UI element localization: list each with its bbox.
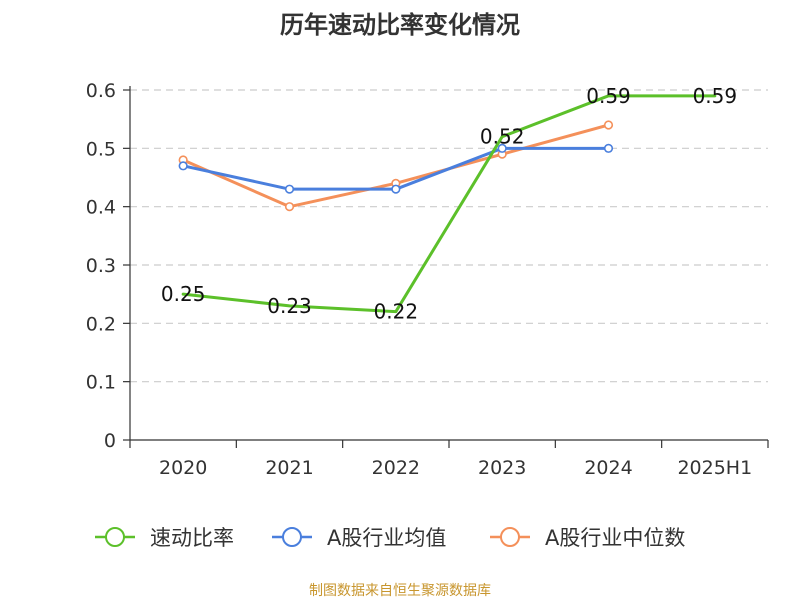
- y-tick-label: 0.4: [86, 197, 116, 219]
- data-point: [284, 202, 295, 212]
- data-point: [391, 184, 401, 194]
- series-line: [181, 94, 717, 314]
- legend-marker: [500, 527, 520, 547]
- x-tick-label: 2025H1: [677, 457, 752, 479]
- x-tick-label: 2021: [265, 457, 313, 479]
- chart-title: 历年速动比率变化情况: [280, 11, 520, 39]
- legend-label: A股行业中位数: [545, 526, 685, 550]
- y-tick-label: 0.5: [86, 138, 116, 160]
- data-label: 0.25: [161, 282, 206, 306]
- y-tick-label: 0: [104, 430, 116, 452]
- data-point: [603, 143, 614, 153]
- x-tick-label: 2023: [478, 457, 526, 479]
- data-point: [178, 161, 188, 171]
- data-point: [603, 120, 614, 130]
- data-label: 0.23: [267, 294, 312, 318]
- data-point: [284, 184, 295, 194]
- data-point: [497, 143, 507, 153]
- x-tick-label: 2020: [159, 457, 207, 479]
- data-label: 0.59: [586, 84, 631, 108]
- grid: [130, 89, 768, 383]
- legend: 速动比率 A股行业均值 A股行业中位数: [95, 526, 685, 550]
- series-line: [181, 123, 610, 209]
- y-tick-label: 0.3: [86, 255, 116, 277]
- legend-marker: [282, 527, 302, 547]
- source-note: 制图数据来自恒生聚源数据库: [309, 583, 491, 599]
- legend-label: A股行业均值: [327, 526, 446, 550]
- series-layer: [178, 94, 717, 314]
- data-label: 0.22: [374, 300, 419, 324]
- data-label: 0.59: [693, 84, 738, 108]
- legend-label: 速动比率: [150, 526, 234, 550]
- y-tick-label: 0.6: [86, 80, 116, 102]
- x-tick-label: 2024: [584, 457, 632, 479]
- axes: 0 0.1 0.2 0.3 0.4 0.5 0.6 2020 2021 2022 2023 2024 2…: [86, 80, 769, 479]
- legend-marker: [105, 527, 125, 547]
- y-tick-label: 0.1: [86, 372, 116, 394]
- data-labels: 0.25 0.23 0.22 0.52 0.59 0.59: [161, 84, 737, 324]
- data-label: 0.52: [480, 125, 525, 149]
- y-tick-label: 0.2: [86, 313, 116, 335]
- x-tick-label: 2022: [372, 457, 420, 479]
